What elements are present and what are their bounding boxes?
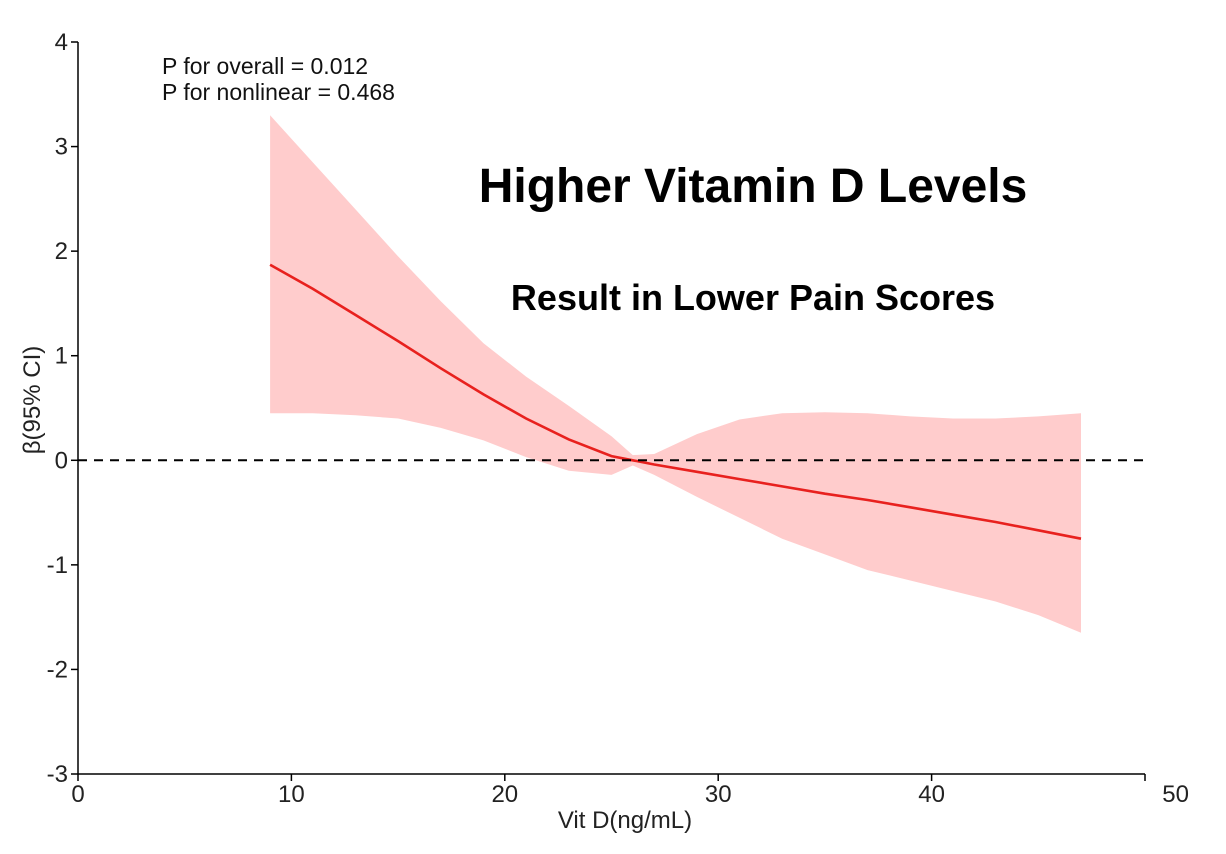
x-tick-label: 0 — [71, 781, 84, 808]
y-tick-label: 1 — [55, 343, 68, 370]
spline-line-0 — [269, 263, 1082, 540]
x-tick-label: 50 — [1162, 781, 1189, 808]
y-tick-label: 0 — [55, 447, 68, 474]
x-tick-label: 30 — [705, 781, 732, 808]
x-tick-label: 20 — [491, 781, 518, 808]
y-tick-label: -3 — [47, 761, 68, 788]
x-tick-label: 10 — [278, 781, 305, 808]
y-axis-title: β(95% CI) — [19, 346, 46, 455]
subheadline: Result in Lower Pain Scores — [511, 277, 995, 318]
p-nonlinear-label: P for nonlinear = 0.468 — [162, 79, 395, 105]
plot-area — [78, 115, 1145, 633]
y-tick-label: 2 — [55, 238, 68, 265]
x-tick-label: 40 — [918, 781, 945, 808]
y-tick-label: 3 — [55, 134, 68, 161]
y-tick-label: -2 — [47, 656, 68, 683]
headline: Higher Vitamin D Levels — [479, 160, 1028, 213]
y-tick-label: -1 — [47, 552, 68, 579]
y-tick-label: 4 — [55, 29, 68, 56]
axes — [71, 41, 1146, 781]
p-overall-label: P for overall = 0.012 — [162, 53, 368, 79]
confidence-band-0 — [270, 115, 1082, 633]
x-axis-title: Vit D(ng/mL) — [558, 807, 692, 834]
